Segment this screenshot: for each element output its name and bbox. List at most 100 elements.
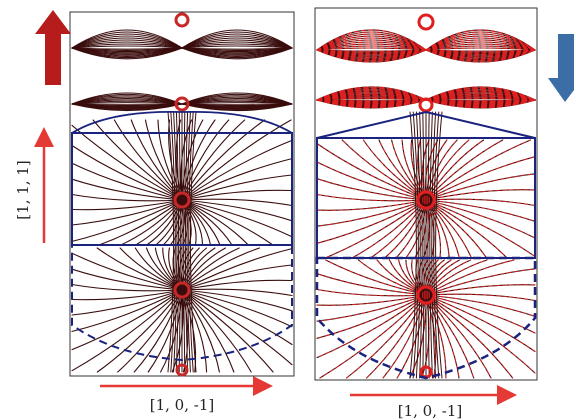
- field-line: [71, 35, 183, 49]
- field-line: [71, 193, 183, 202]
- field-line: [409, 111, 417, 379]
- field-line: [425, 173, 536, 201]
- field-line: [71, 37, 183, 49]
- field-line: [181, 158, 293, 201]
- field-line: [181, 103, 293, 112]
- field-line: [181, 199, 293, 222]
- field-line: [71, 47, 183, 60]
- field-line: [316, 194, 427, 202]
- field-line: [431, 111, 437, 379]
- left-vertical-axis-label: [1, 1, 1]: [14, 160, 32, 219]
- field-line: [425, 33, 536, 51]
- field-line: [181, 45, 293, 49]
- field-line: [71, 199, 183, 242]
- field-line: [425, 294, 492, 379]
- left-field-lines: [71, 12, 293, 377]
- field-line: [71, 289, 183, 301]
- field-line: [316, 289, 427, 297]
- field-line: [181, 139, 293, 201]
- field-line: [181, 289, 208, 373]
- field-line: [423, 259, 434, 296]
- field-line: [181, 289, 293, 328]
- field-line: [181, 35, 293, 49]
- field-line: [351, 199, 427, 259]
- field-line: [425, 139, 531, 201]
- field-line: [425, 29, 536, 51]
- field-line: [425, 35, 536, 51]
- field-line: [316, 33, 427, 51]
- field-line: [316, 199, 427, 227]
- field-line: [341, 139, 427, 201]
- field-line: [181, 289, 293, 312]
- field-line: [319, 294, 427, 379]
- field-line: [425, 199, 536, 222]
- field-line: [71, 289, 183, 372]
- field-line: [181, 39, 293, 49]
- vortex-core: [416, 285, 436, 305]
- field-line: [425, 45, 536, 51]
- field-line: [425, 156, 536, 201]
- field-line: [415, 111, 421, 379]
- field-line: [398, 259, 427, 296]
- field-line: [425, 43, 536, 51]
- field-line: [181, 198, 293, 207]
- field-line: [173, 111, 178, 373]
- field-line: [425, 199, 536, 239]
- field-line: [389, 259, 427, 296]
- field-line: [422, 139, 430, 201]
- field-line: [433, 111, 440, 379]
- field-line: [425, 86, 536, 101]
- field-line: [71, 33, 183, 49]
- field-line: [71, 283, 183, 292]
- left-domain-upper-cap: [71, 110, 293, 134]
- field-line: [425, 41, 536, 51]
- field-line: [316, 49, 427, 53]
- field-line: [324, 199, 427, 259]
- field-line: [181, 248, 293, 291]
- field-line: [96, 247, 183, 291]
- field-line: [71, 41, 183, 49]
- vortex-core: [174, 12, 190, 28]
- field-line: [425, 189, 536, 201]
- field-line: [316, 39, 427, 51]
- field-line: [71, 268, 183, 291]
- field-line: [184, 111, 189, 373]
- field-line: [98, 199, 183, 246]
- field-line: [425, 294, 536, 317]
- vortex-core: [416, 190, 436, 210]
- right-panel: [314, 7, 538, 381]
- field-line: [425, 199, 441, 259]
- field-line: [316, 49, 427, 63]
- field-line: [186, 111, 191, 373]
- field-line: [71, 92, 183, 105]
- field-line: [376, 259, 427, 296]
- field-line: [71, 162, 183, 201]
- field-line: [316, 294, 427, 339]
- spin-up-arrow-icon: [35, 10, 71, 85]
- field-line: [316, 294, 427, 359]
- field-line: [181, 41, 293, 49]
- field-line: [425, 49, 536, 53]
- field-line: [71, 103, 183, 112]
- field-line: [425, 199, 450, 259]
- field-line: [316, 161, 427, 201]
- field-line: [316, 43, 427, 51]
- field-line: [181, 279, 293, 291]
- field-line: [71, 45, 183, 49]
- field-line: [425, 294, 536, 374]
- field-line: [71, 199, 183, 226]
- field-line: [71, 144, 183, 201]
- field-line: [425, 294, 536, 352]
- field-line: [181, 92, 293, 105]
- field-line: [425, 199, 536, 257]
- field-line: [181, 288, 293, 297]
- field-line: [316, 41, 427, 51]
- field-line: [425, 284, 536, 296]
- field-line: [167, 111, 175, 373]
- field-line: [71, 39, 183, 49]
- field-line: [181, 199, 274, 246]
- field-line: [316, 45, 427, 51]
- field-line: [71, 31, 183, 49]
- vortex-core: [174, 96, 190, 112]
